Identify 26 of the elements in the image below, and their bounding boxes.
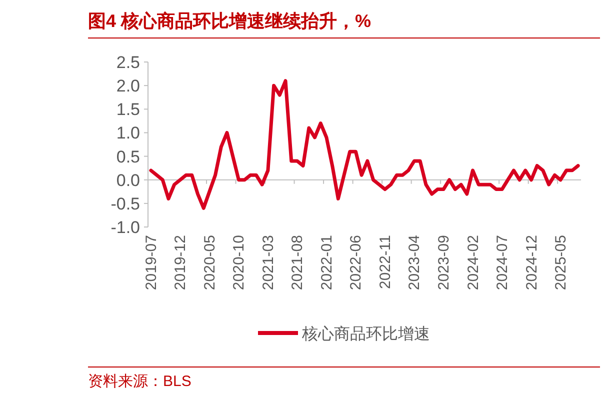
x-tick-label: 2025-05: [552, 235, 570, 290]
y-tick-label: 2.0: [116, 76, 140, 96]
y-tick-label: 1.5: [116, 100, 140, 120]
chart-title: 图4 核心商品环比增速继续抬升，%: [88, 11, 372, 31]
y-tick-label: 0.0: [116, 170, 140, 190]
y-tick-label: 2.5: [116, 53, 140, 72]
x-tick-label: 2023-04: [406, 235, 424, 290]
y-tick-label: -0.5: [110, 194, 140, 214]
text: 资料来源：BLS: [88, 373, 192, 390]
y-tick-label: 1.0: [116, 124, 140, 143]
x-tick-label: 2020-10: [230, 235, 248, 290]
x-tick-label: 2022-06: [348, 235, 365, 290]
x-tick-label: 2021-03: [260, 235, 277, 290]
x-tick-label: 2019-12: [172, 235, 190, 290]
x-tick-label: 2019-07: [142, 235, 160, 290]
x-tick-label: 2021-08: [289, 235, 306, 290]
x-tick-label: 2024-02: [464, 235, 482, 290]
x-tick-label: 2024-12: [523, 235, 540, 290]
legend-label: 核心商品环比增速: [301, 325, 430, 343]
y-tick-label: 0.5: [116, 147, 140, 166]
x-tick-label: 2020-05: [201, 235, 218, 290]
y-tick-label: -1.0: [110, 218, 140, 237]
x-tick-label: 2022-11: [376, 235, 394, 289]
x-tick-label: 2024-07: [494, 235, 512, 290]
x-tick-label: 2023-09: [435, 235, 452, 290]
x-tick-label: 2022-01: [318, 235, 336, 290]
